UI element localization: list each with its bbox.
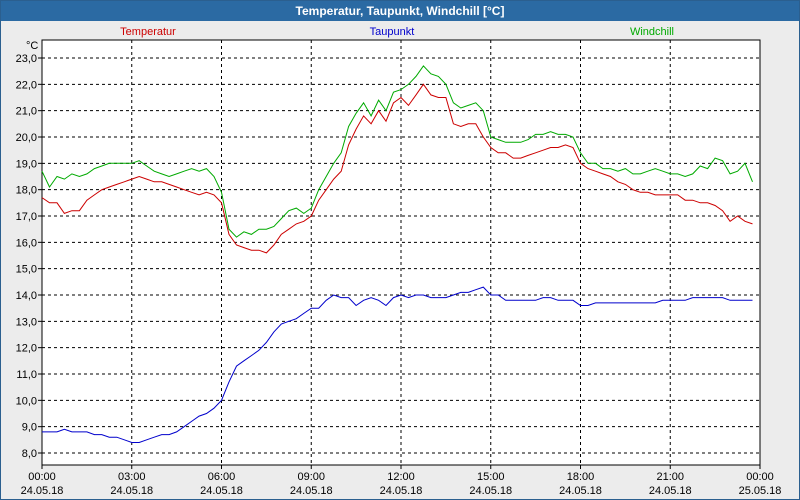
x-tick-time: 03:00 — [118, 471, 146, 483]
grid-lines — [41, 40, 761, 465]
chart-title: Temperatur, Taupunkt, Windchill [°C] — [1, 1, 799, 21]
x-tick-date: 24.05.18 — [290, 485, 333, 497]
series-line-windchill — [41, 65, 753, 238]
x-tick-time: 12:00 — [387, 471, 415, 483]
x-tick-date: 24.05.18 — [380, 485, 423, 497]
legend-taupunkt: Taupunkt — [370, 26, 415, 38]
y-tick-label: 12,0 — [16, 343, 37, 355]
y-tick-label: 15,0 — [16, 264, 37, 276]
y-tick-label: 18,0 — [16, 185, 37, 197]
y-tick-label: 16,0 — [16, 237, 37, 249]
x-tick-time: 00:00 — [746, 471, 774, 483]
y-tick-label: 21,0 — [16, 106, 37, 118]
y-axis: 8,0 9,0 10,0 11,0 12,0 13,0 14,0 15,0 16,0 17,0 18… — [16, 53, 42, 460]
x-tick-time: 21:00 — [656, 471, 684, 483]
legend-temperatur: Temperatur — [120, 26, 176, 38]
x-tick-time: 06:00 — [208, 471, 236, 483]
y-tick-label: 22,0 — [16, 79, 37, 91]
x-tick-time: 15:00 — [477, 471, 505, 483]
x-tick-time: 09:00 — [297, 471, 325, 483]
series-line-taupunkt — [42, 286, 753, 443]
x-tick-date: 24.05.18 — [110, 485, 153, 497]
y-tick-label: 11,0 — [16, 369, 37, 381]
series-line-temperatur — [41, 83, 753, 254]
legend: Temperatur Taupunkt Windchill — [120, 26, 674, 38]
x-tick-time: 00:00 — [28, 471, 56, 483]
x-tick-date: 24.05.18 — [649, 485, 692, 497]
y-tick-label: 14,0 — [16, 290, 37, 302]
x-tick-date: 24.05.18 — [200, 485, 243, 497]
x-tick-time: 18:00 — [567, 471, 595, 483]
y-tick-label: 10,0 — [16, 395, 37, 407]
series-lines — [41, 65, 753, 443]
y-tick-label: 9,0 — [22, 422, 37, 434]
x-tick-date: 24.05.18 — [469, 485, 512, 497]
y-tick-label: 20,0 — [16, 132, 37, 144]
y-tick-label: 17,0 — [16, 211, 37, 223]
y-axis-label: °C — [26, 40, 38, 52]
x-tick-date: 24.05.18 — [21, 485, 64, 497]
y-tick-label: 23,0 — [16, 53, 37, 65]
x-tick-date: 25.05.18 — [739, 485, 782, 497]
y-tick-label: 8,0 — [22, 448, 37, 460]
legend-windchill: Windchill — [630, 26, 674, 38]
x-tick-date: 24.05.18 — [559, 485, 602, 497]
y-tick-label: 13,0 — [16, 316, 37, 328]
x-axis: 00:00 24.05.18 03:00 24.05.18 06:00 24.05.18 0… — [21, 465, 782, 497]
y-tick-label: 19,0 — [16, 158, 37, 170]
